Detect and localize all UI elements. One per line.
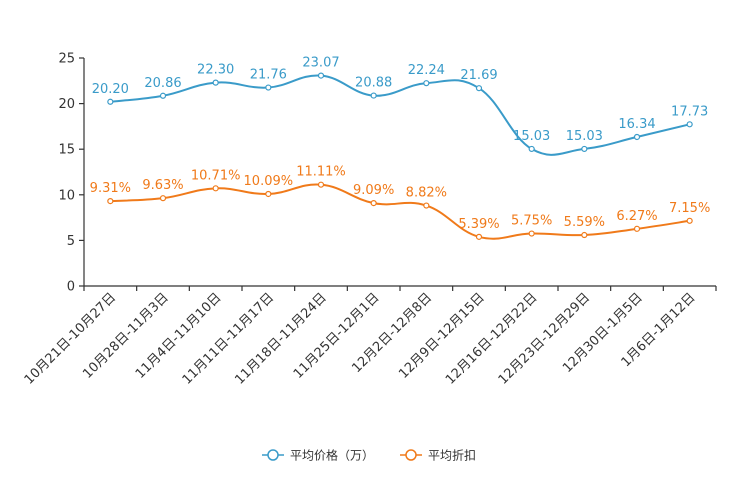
series-2-line xyxy=(110,183,690,240)
series-2-data-label: 8.82% xyxy=(406,186,447,201)
series-2-data-label: 9.31% xyxy=(90,181,131,196)
series-2-data-label: 9.63% xyxy=(142,178,183,193)
series-2-point[interactable] xyxy=(581,231,588,239)
series-2-data-label: 5.75% xyxy=(511,214,552,229)
series-1: 20.20 20.86 22.30 21.76 23.07 20.88 22.24 21.69… xyxy=(92,56,708,156)
series-1-data-label: 22.30 xyxy=(197,63,234,78)
series-1-point[interactable] xyxy=(633,133,641,141)
series-2-point[interactable] xyxy=(475,233,483,240)
series-1-data-label: 15.03 xyxy=(566,129,603,144)
legend-label-2: 平均折扣 xyxy=(428,448,476,463)
series-2-point[interactable] xyxy=(370,199,377,207)
series-1-data-label: 16.34 xyxy=(618,117,655,132)
x-ticks: 10月21日-10月27日10月28日-11月3日11月4日-11月10日11月… xyxy=(22,286,717,388)
legend-label-1: 平均价格（万） xyxy=(290,448,374,463)
legend-marker-icon xyxy=(405,449,417,461)
y-tick-label: 5 xyxy=(67,234,75,249)
x-tick-label: 12月23日-12月29日 xyxy=(496,290,593,387)
series-1-data-label: 15.03 xyxy=(513,129,550,144)
legend-item-1[interactable]: 平均价格（万） xyxy=(262,448,374,463)
y-tick-label: 10 xyxy=(58,188,75,203)
series-layer: 20.20 20.86 22.30 21.76 23.07 20.88 22.24 21.69… xyxy=(90,56,710,240)
series-1-point[interactable] xyxy=(212,79,219,86)
series-1-data-label: 21.76 xyxy=(250,68,287,83)
legend: 平均价格（万） 平均折扣 xyxy=(262,448,476,463)
series-1-point[interactable] xyxy=(265,84,272,91)
series-2-point[interactable] xyxy=(686,217,693,224)
legend-item-2[interactable]: 平均折扣 xyxy=(400,448,476,463)
x-tick-label: 12月16日-12月22日 xyxy=(443,290,540,387)
x-tick-label: 10月21日-10月27日 xyxy=(22,290,119,387)
series-2-data-label: 5.39% xyxy=(458,217,499,232)
series-1-data-label: 20.88 xyxy=(355,76,392,91)
y-ticks: 0 5 10 15 20 25 xyxy=(58,52,84,295)
y-tick-label: 20 xyxy=(58,97,75,112)
series-1-point[interactable] xyxy=(159,92,167,99)
x-tick-label: 11月11日-11月17日 xyxy=(180,290,277,387)
series-1-point[interactable] xyxy=(370,92,377,99)
series-2-data-label: 9.09% xyxy=(353,183,394,198)
series-2-point[interactable] xyxy=(212,185,219,192)
series-2: 9.31% 9.63% 10.71% 10.09%11.11% 9.09% 8.82% 5.… xyxy=(90,165,710,240)
series-2-point[interactable] xyxy=(265,190,272,198)
series-1-data-label: 20.20 xyxy=(92,82,129,97)
series-2-data-label: 7.15% xyxy=(669,201,710,216)
series-1-data-label: 20.86 xyxy=(144,76,181,91)
y-tick-label: 25 xyxy=(58,52,75,67)
series-1-point[interactable] xyxy=(107,98,114,105)
y-tick-label: 15 xyxy=(58,143,75,158)
series-2-data-label: 10.09% xyxy=(244,174,294,189)
y-tick-label: 0 xyxy=(67,280,75,295)
series-1-data-label: 23.07 xyxy=(302,56,339,71)
series-1-point[interactable] xyxy=(581,145,588,153)
series-2-point[interactable] xyxy=(107,197,114,205)
series-1-data-label: 21.69 xyxy=(460,68,497,83)
series-2-data-label: 11.11% xyxy=(296,165,346,180)
series-1-point[interactable] xyxy=(423,80,430,87)
series-2-data-label: 5.59% xyxy=(564,215,605,230)
series-2-data-label: 6.27% xyxy=(616,209,657,224)
series-1-data-label: 22.24 xyxy=(408,63,445,78)
series-1-data-label: 17.73 xyxy=(671,104,708,119)
series-1-point[interactable] xyxy=(686,121,693,128)
series-2-point[interactable] xyxy=(423,202,430,209)
series-1-point[interactable] xyxy=(528,145,535,153)
legend-marker-icon xyxy=(267,449,279,461)
series-2-data-label: 10.71% xyxy=(191,168,241,183)
series-2-point[interactable] xyxy=(317,181,325,188)
series-1-point[interactable] xyxy=(475,85,483,92)
series-2-point[interactable] xyxy=(633,225,641,232)
series-2-point[interactable] xyxy=(159,195,167,202)
series-2-point[interactable] xyxy=(528,230,535,237)
x-tick-label: 11月18日-11月24日 xyxy=(232,290,329,387)
series-1-point[interactable] xyxy=(317,72,325,79)
